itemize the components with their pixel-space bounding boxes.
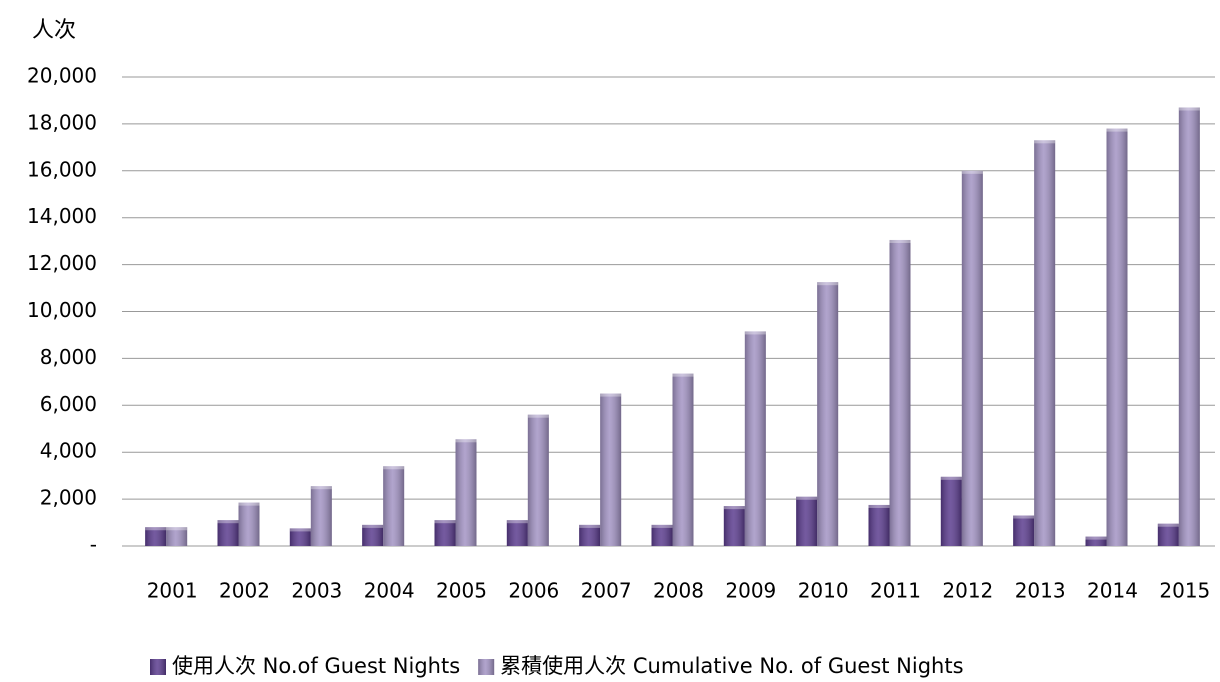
bar-cap [672, 373, 694, 377]
y-axis-title: 人次 [32, 18, 76, 43]
x-tick-label: 2014 [1087, 579, 1138, 603]
bar-shade [527, 414, 549, 546]
bar-shade [1085, 536, 1107, 546]
bar-shade [310, 486, 332, 546]
y-tick-label: 6,000 [40, 392, 97, 416]
bar-cap [383, 466, 405, 470]
bar-shade [217, 520, 239, 546]
bar-shade [672, 373, 694, 546]
bar-cap [1106, 128, 1128, 132]
bar-cap [527, 414, 549, 418]
x-tick-label: 2003 [291, 579, 342, 603]
bar-cap [434, 520, 456, 524]
y-tick-label: 8,000 [40, 345, 97, 369]
bar-cap [238, 502, 260, 506]
bar-shade [434, 520, 456, 546]
bar-cap [723, 506, 745, 510]
bar-shade [817, 282, 839, 546]
bar-cap [1085, 536, 1107, 540]
bar-cap [145, 527, 167, 531]
bar-cap [362, 524, 384, 528]
bar-cap [579, 524, 601, 528]
y-tick-label: 14,000 [27, 204, 97, 228]
bar-shade [383, 466, 405, 546]
x-tick-label: 2001 [147, 579, 198, 603]
bar-cap [961, 170, 983, 174]
bar-cap [744, 331, 766, 335]
bar-shade [1013, 515, 1035, 546]
x-tick-label: 2006 [508, 579, 559, 603]
legend-swatch-shade [150, 659, 166, 675]
bar-cap [506, 520, 528, 524]
y-tick-label: 2,000 [40, 486, 97, 510]
y-tick-label: 20,000 [27, 64, 97, 88]
y-tick-label: 4,000 [40, 439, 97, 463]
y-tick-label: - [90, 533, 97, 557]
bar-shade [1034, 140, 1056, 546]
x-tick-label: 2004 [364, 579, 415, 603]
bar-shade [961, 170, 983, 547]
x-tick-label: 2008 [653, 579, 704, 603]
x-tick-label: 2005 [436, 579, 487, 603]
y-tick-label: 16,000 [27, 157, 97, 181]
legend-label: 累積使用人次 Cumulative No. of Guest Nights [500, 654, 963, 678]
bar-shade [455, 439, 477, 546]
bar-cap [940, 476, 962, 480]
bar-shade [238, 502, 260, 546]
x-tick-label: 2011 [870, 579, 921, 603]
bar-shade [744, 331, 766, 546]
bar-cap [455, 439, 477, 443]
bar-shade [796, 496, 818, 546]
bar-shade [506, 520, 528, 546]
bar-cap [1178, 107, 1200, 111]
x-tick-label: 2012 [942, 579, 993, 603]
bar-cap [310, 486, 332, 490]
x-tick-label: 2015 [1159, 579, 1210, 603]
x-tick-label: 2002 [219, 579, 270, 603]
bar-cap [600, 393, 622, 397]
bar-shade [1106, 128, 1128, 546]
bar-cap [796, 496, 818, 500]
bar-shade [1157, 523, 1179, 546]
bar-shade [651, 524, 673, 546]
bar-shade [362, 524, 384, 546]
legend-label: 使用人次 No.of Guest Nights [172, 654, 460, 678]
legend-swatch-shade [478, 659, 495, 675]
bar-cap [651, 524, 673, 528]
bar-shade [600, 393, 622, 546]
bar-cap [1034, 140, 1056, 144]
bar-shade [166, 527, 188, 546]
bar-shade [145, 527, 167, 546]
bar-shade [723, 506, 745, 546]
bar-shade [1178, 107, 1200, 547]
y-tick-label: 12,000 [27, 251, 97, 275]
x-tick-label: 2007 [581, 579, 632, 603]
bar-shade [940, 476, 962, 546]
bar-shade [289, 528, 311, 546]
bar-cap [889, 239, 911, 243]
bar-cap [217, 520, 239, 524]
bar-cap [289, 528, 311, 532]
x-tick-label: 2013 [1015, 579, 1066, 603]
bar-cap [817, 282, 839, 286]
x-tick-label: 2010 [798, 579, 849, 603]
x-tick-label: 2009 [725, 579, 776, 603]
bar-cap [868, 504, 890, 508]
y-tick-label: 18,000 [27, 110, 97, 134]
y-tick-label: 10,000 [27, 298, 97, 322]
bar-shade [889, 239, 911, 547]
bar-cap [166, 527, 188, 531]
bar-cap [1013, 515, 1035, 519]
bar-shade [579, 524, 601, 546]
bar-shade [868, 504, 890, 546]
bar-cap [1157, 523, 1179, 527]
